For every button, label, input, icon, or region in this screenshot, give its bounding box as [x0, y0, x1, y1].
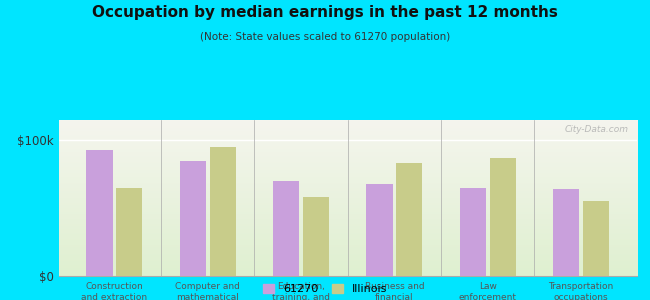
- Bar: [583, 201, 609, 276]
- Text: (Note: State values scaled to 61270 population): (Note: State values scaled to 61270 popu…: [200, 32, 450, 41]
- Bar: [303, 197, 329, 276]
- Bar: [460, 188, 486, 276]
- Bar: [116, 188, 142, 276]
- Bar: [553, 189, 579, 276]
- Bar: [86, 150, 112, 276]
- Legend: 61270, Illinois: 61270, Illinois: [263, 284, 387, 294]
- Bar: [180, 161, 206, 276]
- Text: Occupation by median earnings in the past 12 months: Occupation by median earnings in the pas…: [92, 4, 558, 20]
- Bar: [367, 184, 393, 276]
- Bar: [210, 147, 236, 276]
- Text: City-Data.com: City-Data.com: [564, 125, 629, 134]
- Bar: [489, 158, 515, 276]
- Bar: [273, 181, 299, 276]
- Bar: [396, 164, 422, 276]
